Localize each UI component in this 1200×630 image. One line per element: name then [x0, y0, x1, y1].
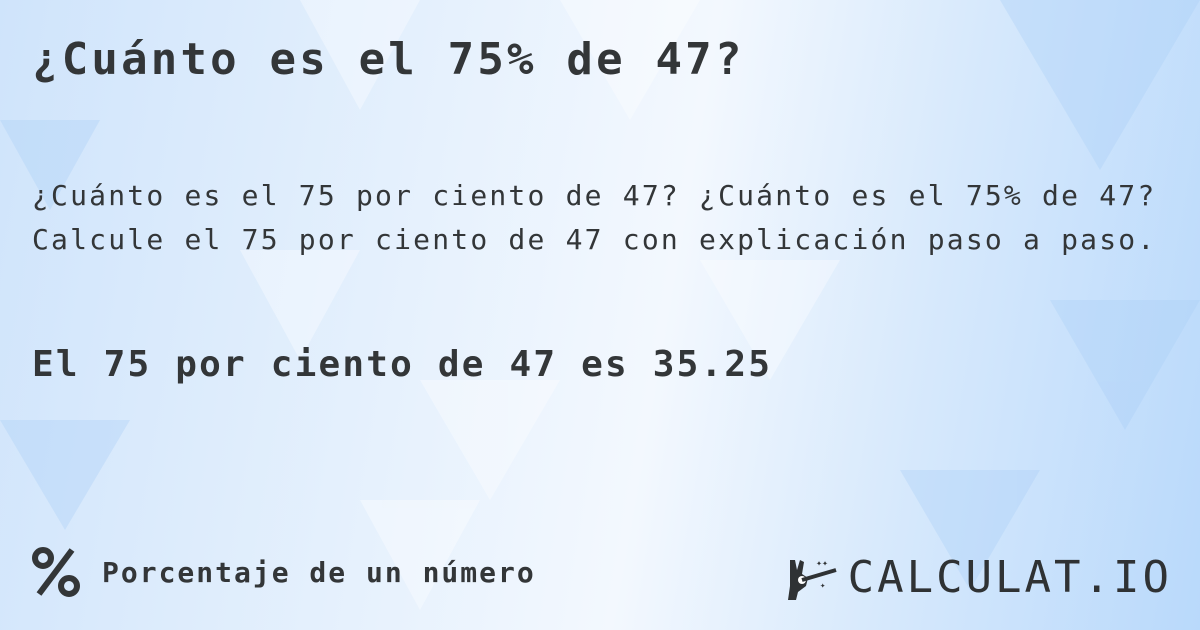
svg-text:✦✦: ✦✦: [816, 558, 828, 569]
percent-icon: [32, 547, 80, 597]
logo-text: CALCULAT.IO: [847, 552, 1172, 603]
magic-wand-hand-icon: ✦✦ ✦: [787, 558, 837, 600]
description-line: ¿Cuánto es el 75 por ciento de 47? ¿Cuán…: [32, 179, 1157, 212]
category: Porcentaje de un número: [30, 546, 536, 598]
page-title: ¿Cuánto es el 75% de 47?: [32, 34, 745, 85]
description-line: Calcule el 75 por ciento de 47 con expli…: [32, 223, 1157, 256]
category-label: Porcentaje de un número: [102, 555, 536, 589]
result-text: El 75 por ciento de 47 es 35.25: [32, 344, 773, 385]
description: ¿Cuánto es el 75 por ciento de 47? ¿Cuán…: [32, 174, 1156, 262]
svg-text:✦: ✦: [820, 581, 826, 591]
logo: ✦✦ ✦ CALCULAT.IO: [786, 556, 1172, 600]
